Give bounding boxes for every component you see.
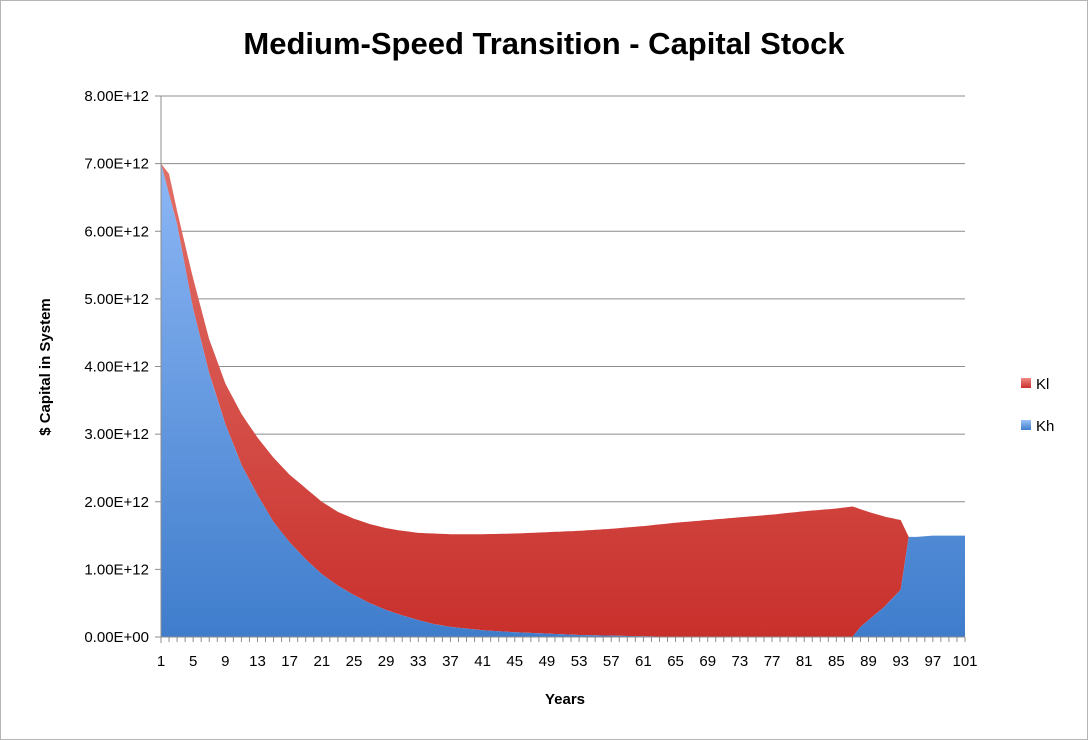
x-tick-label: 9: [221, 653, 229, 670]
x-tick-label: 17: [281, 653, 298, 670]
x-tick-label: 89: [860, 653, 877, 670]
x-tick-label: 77: [764, 653, 781, 670]
legend: Kl Kh: [1021, 376, 1054, 435]
x-tick-label: 93: [892, 653, 909, 670]
x-tick-label: 1: [157, 653, 165, 670]
x-tick-label: 37: [442, 653, 459, 670]
series-area-kl: [161, 163, 909, 637]
y-tick-label: 0.00E+00: [84, 629, 149, 646]
legend-swatch-kl: [1021, 378, 1031, 388]
x-tick-label: 81: [796, 653, 813, 670]
x-tick-label: 33: [410, 653, 427, 670]
x-tick-label: 53: [571, 653, 588, 670]
y-tick-label: 4.00E+12: [84, 359, 149, 376]
x-tick-label: 61: [635, 653, 652, 670]
y-tick-label: 2.00E+12: [84, 494, 149, 511]
x-tick-label: 29: [378, 653, 395, 670]
x-tick-label: 49: [539, 653, 556, 670]
x-tick-label: 69: [699, 653, 716, 670]
x-tick-label: 5: [189, 653, 197, 670]
x-tick-label: 13: [249, 653, 266, 670]
x-tick-label: 101: [952, 653, 977, 670]
plot-areas: [161, 163, 965, 637]
x-tick-label: 73: [732, 653, 749, 670]
x-tick-labels: 1 5 9 13 17 21 25 29 33 37 41 45 49 53 57 61 65 69 73 77 81 8…: [157, 653, 978, 670]
y-tick-label: 3.00E+12: [84, 426, 149, 443]
x-tick-label: 65: [667, 653, 684, 670]
y-tick-labels: 0.00E+00 1.00E+12 2.00E+12 3.00E+12 4.00E+12…: [84, 88, 149, 646]
y-tick-label: 6.00E+12: [84, 223, 149, 240]
x-tick-label: 57: [603, 653, 620, 670]
x-tick-label: 85: [828, 653, 845, 670]
chart-title: Medium-Speed Transition - Capital Stock: [243, 26, 845, 61]
x-tick-label: 45: [506, 653, 523, 670]
y-tick-label: 8.00E+12: [84, 88, 149, 105]
x-tick-label: 41: [474, 653, 491, 670]
legend-label-kl: Kl: [1036, 376, 1049, 393]
y-tick-label: 7.00E+12: [84, 156, 149, 173]
series-area-kh: [161, 163, 965, 637]
legend-label-kh: Kh: [1036, 418, 1054, 435]
legend-swatch-kh: [1021, 420, 1031, 430]
y-tick-label: 5.00E+12: [84, 291, 149, 308]
x-tick-label: 25: [346, 653, 363, 670]
x-tick-label: 21: [313, 653, 330, 670]
y-tick-label: 1.00E+12: [84, 561, 149, 578]
axes: [155, 95, 966, 643]
x-tick-label: 97: [924, 653, 941, 670]
y-axis-title: $ Capital in System: [37, 298, 54, 436]
x-axis-title: Years: [545, 691, 585, 708]
